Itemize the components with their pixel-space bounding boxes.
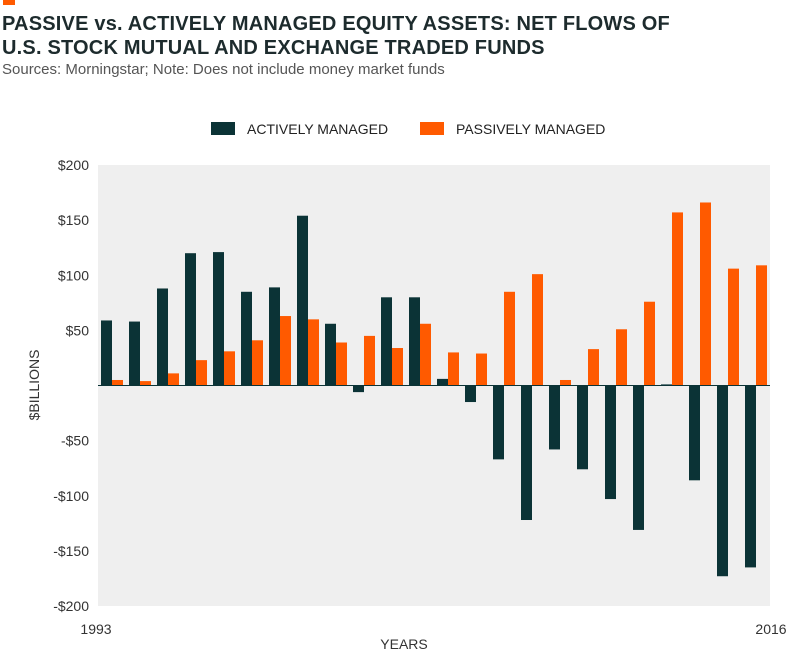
bar-passively-managed-1994 xyxy=(140,381,151,386)
title-line-2: U.S. STOCK MUTUAL AND EXCHANGE TRADED FU… xyxy=(2,37,545,59)
bar-passively-managed-1998 xyxy=(252,340,263,386)
bar-actively-managed-2013 xyxy=(661,384,672,386)
chart-subtitle: Sources: Morningstar; Note: Does not inc… xyxy=(2,61,445,78)
bar-actively-managed-2006 xyxy=(465,385,476,403)
legend: ACTIVELY MANAGED PASSIVELY MANAGED xyxy=(211,121,605,137)
bar-actively-managed-2003 xyxy=(381,297,392,386)
y-tick-label: $200 xyxy=(58,157,89,173)
x-tick-label: 2016 xyxy=(755,621,786,637)
x-axis-ticks: 1993 2016 xyxy=(80,621,786,637)
bar-actively-managed-2016 xyxy=(745,385,756,568)
bar-passively-managed-1993 xyxy=(112,379,123,386)
y-tick-label: -$200 xyxy=(53,598,89,614)
bar-passively-managed-2003 xyxy=(392,348,403,386)
bar-actively-managed-1994 xyxy=(129,321,140,386)
bar-passively-managed-1997 xyxy=(224,351,235,386)
legend-swatch-passively-managed xyxy=(420,122,444,135)
bar-passively-managed-2016 xyxy=(756,265,767,386)
bar-actively-managed-2015 xyxy=(717,385,728,577)
bars-group xyxy=(101,202,767,577)
bar-actively-managed-2002 xyxy=(353,385,364,393)
y-tick-label: -$50 xyxy=(61,433,89,449)
bar-actively-managed-2014 xyxy=(689,385,700,481)
bar-passively-managed-2005 xyxy=(448,352,459,386)
y-tick-label: -$100 xyxy=(53,488,89,504)
bar-actively-managed-1999 xyxy=(269,287,280,386)
bar-passively-managed-2002 xyxy=(364,335,375,386)
bar-actively-managed-2012 xyxy=(633,385,644,530)
bar-passively-managed-2000 xyxy=(308,319,319,386)
bar-actively-managed-1993 xyxy=(101,320,112,386)
bar-actively-managed-2011 xyxy=(605,385,616,500)
bar-actively-managed-1998 xyxy=(241,291,252,386)
bar-passively-managed-2001 xyxy=(336,342,347,386)
bar-passively-managed-2008 xyxy=(532,274,543,386)
title-accent-bar xyxy=(3,0,15,5)
bar-passively-managed-1995 xyxy=(168,373,179,386)
bar-passively-managed-2009 xyxy=(560,379,571,386)
bar-passively-managed-2014 xyxy=(700,202,711,386)
x-axis-label: YEARS xyxy=(380,636,427,652)
chart-title: PASSIVE vs. ACTIVELY MANAGED EQUITY ASSE… xyxy=(2,12,762,60)
bar-passively-managed-2004 xyxy=(420,323,431,386)
legend-label-passively-managed: PASSIVELY MANAGED xyxy=(456,121,605,137)
bar-actively-managed-2005 xyxy=(437,378,448,386)
y-tick-label: $50 xyxy=(66,322,90,338)
y-axis-ticks: $200 $150 $100 $50 -$50 -$100 -$150 -$200 xyxy=(53,157,89,614)
y-tick-label: $100 xyxy=(58,267,89,283)
y-tick-label: $150 xyxy=(58,212,89,228)
bar-passively-managed-1999 xyxy=(280,316,291,386)
bar-actively-managed-1996 xyxy=(185,253,196,386)
bar-actively-managed-2009 xyxy=(549,385,560,450)
bar-passively-managed-2011 xyxy=(616,329,627,386)
bar-actively-managed-2001 xyxy=(325,323,336,386)
bar-actively-managed-2010 xyxy=(577,385,588,470)
bar-actively-managed-1995 xyxy=(157,288,168,386)
bar-actively-managed-2007 xyxy=(493,385,504,460)
title-line-1: PASSIVE vs. ACTIVELY MANAGED EQUITY ASSE… xyxy=(2,13,670,35)
bar-passively-managed-2013 xyxy=(672,212,683,386)
bar-passively-managed-2010 xyxy=(588,349,599,386)
bar-passively-managed-2006 xyxy=(476,353,487,386)
bar-passively-managed-2007 xyxy=(504,291,515,386)
y-tick-label: -$150 xyxy=(53,543,89,559)
bar-actively-managed-2008 xyxy=(521,385,532,521)
bar-actively-managed-2000 xyxy=(297,215,308,386)
legend-label-actively-managed: ACTIVELY MANAGED xyxy=(247,121,388,137)
y-axis-label: $BILLIONS xyxy=(26,350,42,421)
bar-actively-managed-2004 xyxy=(409,297,420,386)
bar-actively-managed-1997 xyxy=(213,252,224,386)
bar-passively-managed-1996 xyxy=(196,360,207,386)
bar-passively-managed-2012 xyxy=(644,301,655,386)
bar-passively-managed-2015 xyxy=(728,268,739,386)
x-tick-label: 1993 xyxy=(80,621,111,637)
legend-swatch-actively-managed xyxy=(211,122,235,135)
